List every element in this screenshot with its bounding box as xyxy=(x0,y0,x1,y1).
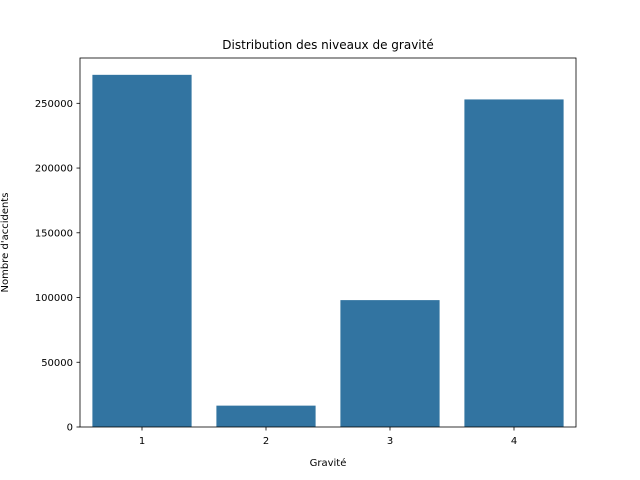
y-tick-label: 50000 xyxy=(41,358,73,369)
x-axis-label: Gravité xyxy=(310,457,347,469)
chart-title: Distribution des niveaux de gravité xyxy=(222,38,433,52)
y-tick-label: 200000 xyxy=(35,164,73,175)
bars-layer xyxy=(92,74,564,428)
bar-4 xyxy=(464,99,564,427)
y-axis-ticks: 0 50000 100000 150000 200000 250000 xyxy=(35,99,80,434)
x-axis-ticks: 1 2 3 4 xyxy=(139,427,517,447)
bar-1 xyxy=(92,74,192,428)
plot-area-frame xyxy=(79,57,577,428)
bar-2 xyxy=(216,405,316,427)
x-tick-label: 2 xyxy=(263,436,269,447)
x-tick-label: 4 xyxy=(511,436,517,447)
y-tick-label: 100000 xyxy=(35,293,73,304)
y-axis-label: Nombre d'accidents xyxy=(0,193,11,293)
y-tick-label: 150000 xyxy=(35,228,73,239)
y-tick-label: 250000 xyxy=(35,99,73,110)
bar-3 xyxy=(340,300,440,427)
axes-layer xyxy=(79,57,577,428)
x-tick-label: 3 xyxy=(387,436,393,447)
x-tick-label: 1 xyxy=(139,436,145,447)
y-tick-label: 0 xyxy=(67,423,73,434)
